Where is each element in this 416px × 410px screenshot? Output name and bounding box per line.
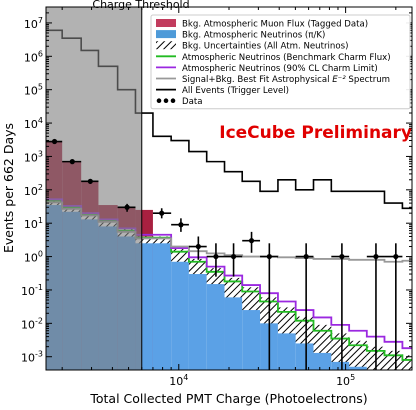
uncertainty-band-11 — [242, 287, 261, 311]
data-marker-8 — [230, 253, 237, 260]
hist-bar-neutrino-9 — [206, 276, 225, 370]
data-marker-1 — [69, 159, 75, 165]
data-marker-0 — [51, 138, 58, 145]
legend-swatch — [156, 19, 176, 27]
data-point — [46, 138, 63, 145]
legend-entry-2: Bkg. Uncertainties (All Atm. Neutrinos) — [156, 41, 348, 52]
legend-entry-3: Atmospheric Neutrinos (Benchmark Charm F… — [156, 53, 391, 63]
legend-label-1: Bkg. Atmospheric Neutrinos (π/K) — [182, 31, 325, 41]
legend-entry-4: Atmospheric Neutrinos (90% CL Charm Limi… — [156, 64, 378, 74]
legend-swatch-dot — [156, 98, 162, 103]
data-marker-12 — [339, 253, 345, 260]
legend-label-3: Atmospheric Neutrinos (Benchmark Charm F… — [182, 53, 391, 63]
data-marker-13 — [373, 253, 379, 260]
legend-label-6: All Events (Trigger Level) — [182, 86, 289, 96]
legend-entry-1: Bkg. Atmospheric Neutrinos (π/K) — [156, 30, 325, 41]
y-tick-label-8: 105 — [24, 83, 43, 98]
data-point — [260, 243, 278, 370]
plot-area — [46, 7, 412, 370]
data-point — [384, 243, 403, 370]
legend-swatch-dot — [163, 98, 169, 103]
y-tick-label-1: 10-2 — [21, 316, 43, 331]
hist-bar-neutrino-8 — [188, 266, 207, 370]
y-tick-label-10: 107 — [24, 16, 43, 31]
uncertainty-band-6 — [152, 236, 172, 244]
data-marker-4 — [159, 210, 165, 216]
legend-label-7: Data — [182, 97, 203, 107]
data-point — [295, 243, 314, 370]
uncertainty-band-10 — [224, 277, 243, 298]
y-tick-label-7: 104 — [24, 116, 43, 131]
legend-label-5: Signal+Bkg. Best Fit Astrophysical E⁻² S… — [182, 75, 390, 85]
hist-bar-neutrino-7 — [171, 255, 189, 370]
legend-swatch-dot — [170, 98, 176, 103]
data-marker-5 — [178, 222, 184, 228]
x-tick-label-1: 105 — [336, 373, 355, 388]
data-marker-11 — [303, 253, 309, 260]
y-tick-label-3: 100 — [24, 250, 43, 265]
data-point — [188, 236, 207, 260]
legend-entry-0: Bkg. Atmospheric Muon Flux (Tagged Data) — [156, 19, 368, 30]
y-tick-label-2: 10-1 — [21, 283, 43, 298]
x-axis-label: Total Collected PMT Charge (Photoelectro… — [89, 391, 367, 406]
data-marker-7 — [213, 253, 219, 260]
legend-label-4: Atmospheric Neutrinos (90% CL Charm Limi… — [182, 64, 378, 74]
data-marker-3 — [124, 204, 130, 210]
y-tick-label-4: 101 — [24, 216, 43, 231]
data-marker-6 — [195, 243, 201, 250]
legend-label-2: Bkg. Uncertainties (All Atm. Neutrinos) — [182, 42, 348, 52]
legend-swatch — [156, 41, 176, 50]
data-marker-14 — [393, 253, 399, 260]
data-point — [171, 218, 189, 232]
threshold-shade — [46, 7, 142, 370]
hist-bar-neutrino-11 — [242, 300, 261, 370]
data-point — [242, 231, 261, 253]
y-tick-label-5: 102 — [24, 183, 43, 198]
data-point — [366, 243, 385, 370]
y-axis-label: Events per 662 Days — [1, 123, 16, 253]
legend-entry-5: Signal+Bkg. Best Fit Astrophysical E⁻² S… — [156, 75, 390, 85]
y-tick-label-6: 103 — [24, 149, 43, 164]
uncertainty-band-15 — [313, 324, 332, 353]
uncertainty-band-17 — [349, 340, 367, 367]
uncertainty-band-14 — [295, 316, 314, 344]
hist-bar-neutrino-10 — [224, 287, 243, 370]
data-point — [224, 243, 243, 277]
threshold-label: Charge Threshold — [92, 0, 189, 11]
data-marker-10 — [266, 253, 272, 260]
legend: Bkg. Atmospheric Muon Flux (Tagged Data)… — [150, 14, 411, 110]
legend-label-0: Bkg. Atmospheric Muon Flux (Tagged Data) — [182, 20, 368, 30]
data-point — [62, 159, 82, 165]
legend-entry-7: Data — [156, 97, 203, 107]
legend-box — [150, 14, 411, 110]
uncertainty-band-8 — [188, 258, 207, 275]
data-point — [117, 203, 136, 212]
data-marker-9 — [248, 238, 255, 244]
legend-swatch — [156, 30, 176, 39]
x-tick-label-0: 104 — [169, 373, 188, 388]
watermark-text: IceCube Preliminary — [219, 123, 412, 143]
data-point — [331, 243, 350, 370]
data-marker-2 — [87, 178, 93, 184]
uncertainty-band-20 — [402, 355, 412, 370]
legend-entry-6: All Events (Trigger Level) — [156, 86, 289, 96]
data-point — [206, 243, 225, 277]
uncertainty-band-13 — [277, 307, 296, 334]
hist-bar-neutrino-6 — [152, 240, 172, 370]
y-tick-label-0: 10-3 — [21, 350, 43, 365]
uncertainty-band-19 — [384, 350, 403, 370]
data-point — [152, 208, 172, 219]
y-tick-label-9: 106 — [24, 49, 43, 64]
uncertainty-band-16 — [331, 333, 350, 362]
uncertainty-band-5 — [135, 236, 153, 244]
data-point — [81, 178, 99, 184]
